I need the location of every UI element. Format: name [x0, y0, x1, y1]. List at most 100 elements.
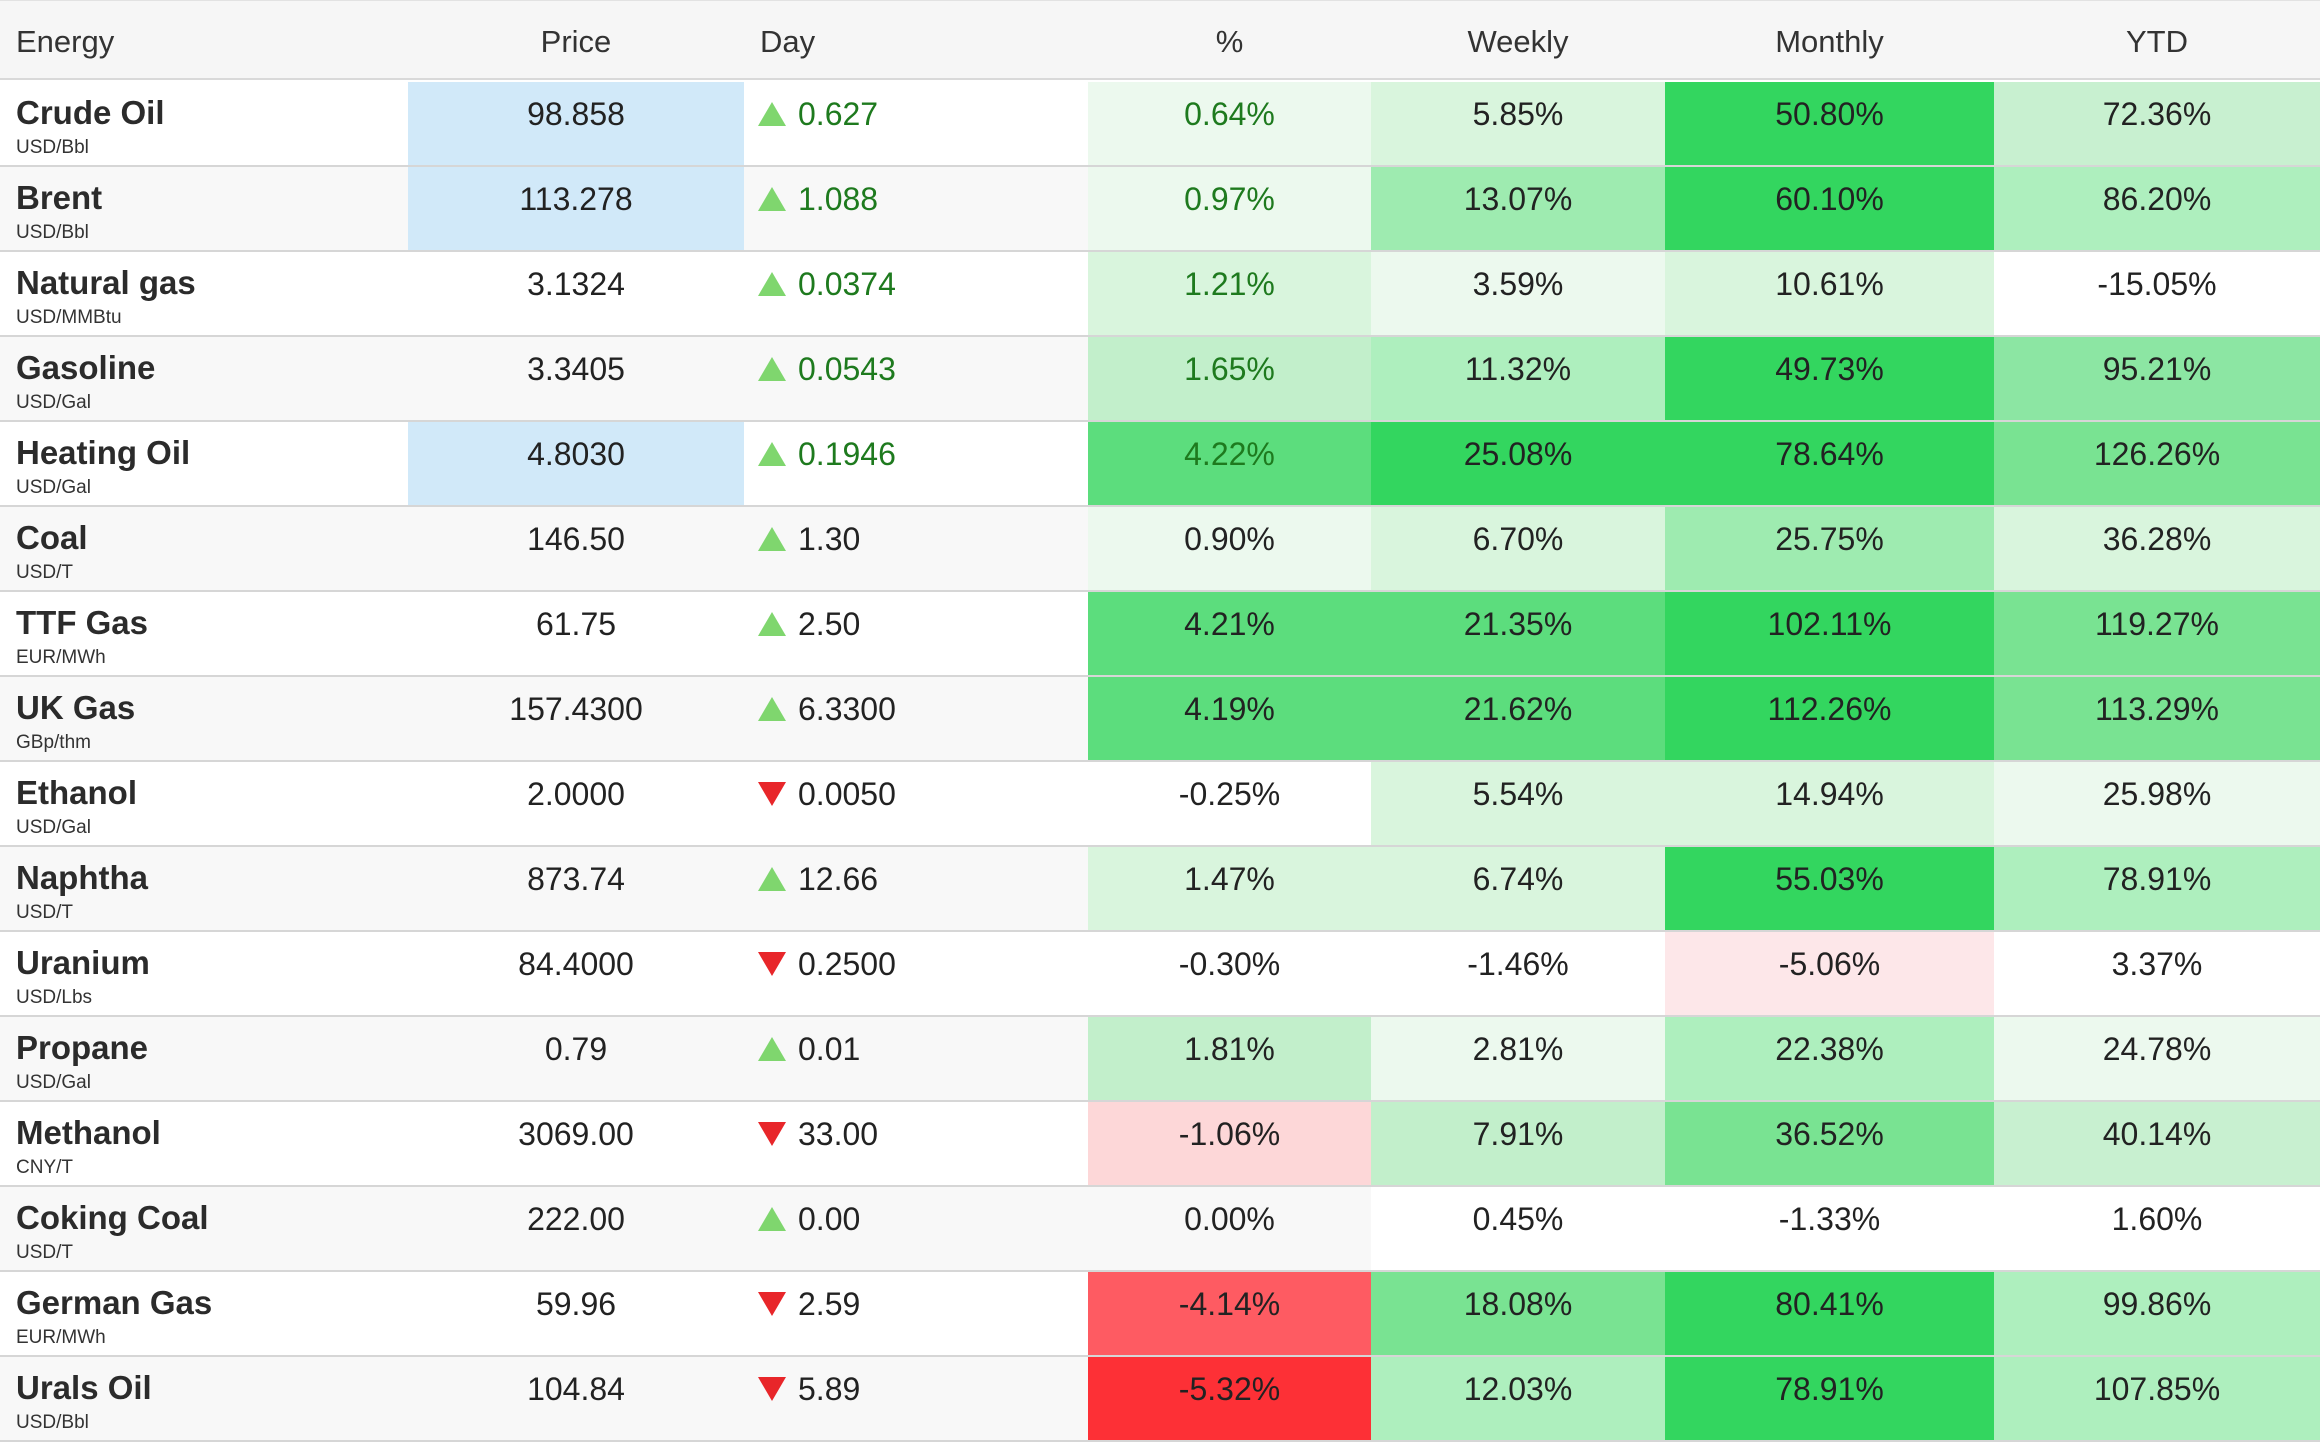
price-cell: 157.4300 — [509, 691, 643, 727]
instrument-unit: USD/Bbl — [16, 1412, 89, 1433]
monthly-change-cell: 78.64% — [1665, 422, 1994, 505]
instrument-cell: Coal USD/T — [0, 507, 408, 590]
instrument-unit: USD/MMBtu — [16, 307, 122, 328]
table-row[interactable]: German Gas EUR/MWh 59.96 2.59 -4.14% 18.08% 80… — [0, 1272, 2320, 1357]
day-change-cell: 1.088 — [744, 167, 1088, 250]
instrument-name[interactable]: Propane — [16, 1029, 149, 1066]
monthly-change-cell: 102.11% — [1665, 592, 1994, 675]
day-change-cell: 0.0543 — [744, 337, 1088, 420]
instrument-name[interactable]: UK Gas — [16, 689, 136, 726]
header-day[interactable]: Day — [760, 24, 816, 59]
header-monthly[interactable]: Monthly — [1775, 24, 1884, 59]
price-cell: 4.8030 — [408, 422, 744, 505]
weekly-change-cell: 25.08% — [1371, 422, 1665, 505]
price-cell: 84.4000 — [518, 946, 634, 982]
percent-change-cell: 1.21% — [1088, 252, 1371, 335]
weekly-change-cell: -1.46% — [1371, 932, 1665, 1015]
instrument-cell: TTF Gas EUR/MWh — [0, 592, 408, 675]
weekly-change-cell: 12.03% — [1371, 1357, 1665, 1440]
instrument-cell: UK Gas GBp/thm — [0, 677, 408, 760]
instrument-cell: Brent USD/Bbl — [0, 167, 408, 250]
table-row[interactable]: Gasoline USD/Gal 3.3405 0.0543 1.65% 11.32% 49… — [0, 337, 2320, 422]
header-ytd[interactable]: YTD — [2126, 24, 2188, 59]
day-change-value: 0.0374 — [798, 266, 896, 302]
instrument-name[interactable]: Gasoline — [16, 349, 156, 386]
up-arrow-icon — [758, 1207, 786, 1231]
table-row[interactable]: Coal USD/T 146.50 1.30 0.90% 6.70% 25.75% 36.28… — [0, 507, 2320, 592]
instrument-unit: USD/Gal — [16, 817, 91, 838]
instrument-name[interactable]: German Gas — [16, 1284, 213, 1321]
percent-change-cell: 1.65% — [1088, 337, 1371, 420]
percent-change-cell: 0.00% — [1088, 1187, 1371, 1270]
table-row[interactable]: Natural gas USD/MMBtu 3.1324 0.0374 1.21% 3.5… — [0, 252, 2320, 337]
ytd-change-cell: 95.21% — [1994, 337, 2320, 420]
price-cell: 3069.00 — [518, 1116, 634, 1152]
instrument-unit: CNY/T — [16, 1157, 73, 1178]
table-row[interactable]: Methanol CNY/T 3069.00 33.00 -1.06% 7.91% 36.5… — [0, 1102, 2320, 1187]
day-change-value: 5.89 — [798, 1371, 861, 1407]
instrument-name[interactable]: Coking Coal — [16, 1199, 209, 1236]
monthly-change-cell: -1.33% — [1665, 1187, 1994, 1270]
table-row[interactable]: Urals Oil USD/Bbl 104.84 5.89 -5.32% 12.03% 78… — [0, 1357, 2320, 1442]
day-change-value: 0.627 — [798, 96, 879, 132]
instrument-name[interactable]: Crude Oil — [16, 94, 165, 131]
instrument-cell: Methanol CNY/T — [0, 1102, 408, 1185]
instrument-unit: EUR/MWh — [16, 647, 106, 668]
table-row[interactable]: Brent USD/Bbl 113.278 1.088 0.97% 13.07% 60.10… — [0, 167, 2320, 252]
ytd-change-cell: 119.27% — [1994, 592, 2320, 675]
header-weekly[interactable]: Weekly — [1467, 24, 1569, 59]
table-row[interactable]: UK Gas GBp/thm 157.4300 6.3300 4.19% 21.62% 11… — [0, 677, 2320, 762]
table-row[interactable]: TTF Gas EUR/MWh 61.75 2.50 4.21% 21.35% 102.11… — [0, 592, 2320, 677]
percent-change-cell: 4.19% — [1088, 677, 1371, 760]
day-change-value: 12.66 — [798, 861, 879, 897]
header-price[interactable]: Price — [540, 24, 612, 59]
day-change-cell: 0.01 — [744, 1017, 1088, 1100]
table-row[interactable]: Heating Oil USD/Gal 4.8030 0.1946 4.22% 25.08… — [0, 422, 2320, 507]
instrument-cell: Gasoline USD/Gal — [0, 337, 408, 420]
day-change-value: 2.50 — [798, 606, 861, 642]
percent-change-cell: 1.81% — [1088, 1017, 1371, 1100]
ytd-change-cell: 25.98% — [1994, 762, 2320, 845]
down-arrow-icon — [758, 782, 786, 806]
instrument-name[interactable]: Ethanol — [16, 774, 137, 811]
ytd-change-cell: 3.37% — [1994, 932, 2320, 1015]
table-row[interactable]: Ethanol USD/Gal 2.0000 0.0050 -0.25% 5.54% 14.… — [0, 762, 2320, 847]
instrument-cell: Propane USD/Gal — [0, 1017, 408, 1100]
instrument-name[interactable]: Heating Oil — [16, 434, 191, 471]
header-percent[interactable]: % — [1215, 24, 1244, 59]
instrument-name[interactable]: Coal — [16, 519, 88, 556]
weekly-change-cell: 6.70% — [1371, 507, 1665, 590]
price-cell: 873.74 — [527, 861, 625, 897]
percent-change-cell: 0.64% — [1088, 82, 1371, 165]
ytd-change-cell: -15.05% — [1994, 252, 2320, 335]
ytd-change-cell: 99.86% — [1994, 1272, 2320, 1355]
table-row[interactable]: Naphtha USD/T 873.74 12.66 1.47% 6.74% 55.03% 7… — [0, 847, 2320, 932]
weekly-change-cell: 0.45% — [1371, 1187, 1665, 1270]
table-row[interactable]: Coking Coal USD/T 222.00 0.00 0.00% 0.45% -1.3… — [0, 1187, 2320, 1272]
day-change-value: 0.0543 — [798, 351, 896, 387]
table-row[interactable]: Uranium USD/Lbs 84.4000 0.2500 -0.30% -1.46% -… — [0, 932, 2320, 1017]
header-energy[interactable]: Energy — [16, 24, 115, 59]
ytd-change-cell: 78.91% — [1994, 847, 2320, 930]
table-row[interactable]: Propane USD/Gal 0.79 0.01 1.81% 2.81% 22.38% 24… — [0, 1017, 2320, 1102]
weekly-change-cell: 13.07% — [1371, 167, 1665, 250]
price-cell: 0.79 — [544, 1031, 608, 1067]
instrument-name[interactable]: TTF Gas — [16, 604, 149, 641]
day-change-cell: 0.2500 — [744, 932, 1088, 1015]
monthly-change-cell: 78.91% — [1665, 1357, 1994, 1440]
day-change-cell: 0.00 — [744, 1187, 1088, 1270]
up-arrow-icon — [758, 442, 786, 466]
weekly-change-cell: 5.85% — [1371, 82, 1665, 165]
instrument-name[interactable]: Naphtha — [16, 859, 148, 896]
instrument-cell: Natural gas USD/MMBtu — [0, 252, 408, 335]
instrument-name[interactable]: Urals Oil — [16, 1369, 152, 1406]
instrument-name[interactable]: Natural gas — [16, 264, 196, 301]
instrument-name[interactable]: Uranium — [16, 944, 150, 981]
instrument-name[interactable]: Brent — [16, 179, 103, 216]
up-arrow-icon — [758, 527, 786, 551]
table-row[interactable]: Crude Oil USD/Bbl 98.858 0.627 0.64% 5.85% 50.… — [0, 82, 2320, 167]
instrument-name[interactable]: Methanol — [16, 1114, 161, 1151]
instrument-cell: Heating Oil USD/Gal — [0, 422, 408, 505]
monthly-change-cell: 55.03% — [1665, 847, 1994, 930]
day-change-value: 33.00 — [798, 1116, 879, 1152]
